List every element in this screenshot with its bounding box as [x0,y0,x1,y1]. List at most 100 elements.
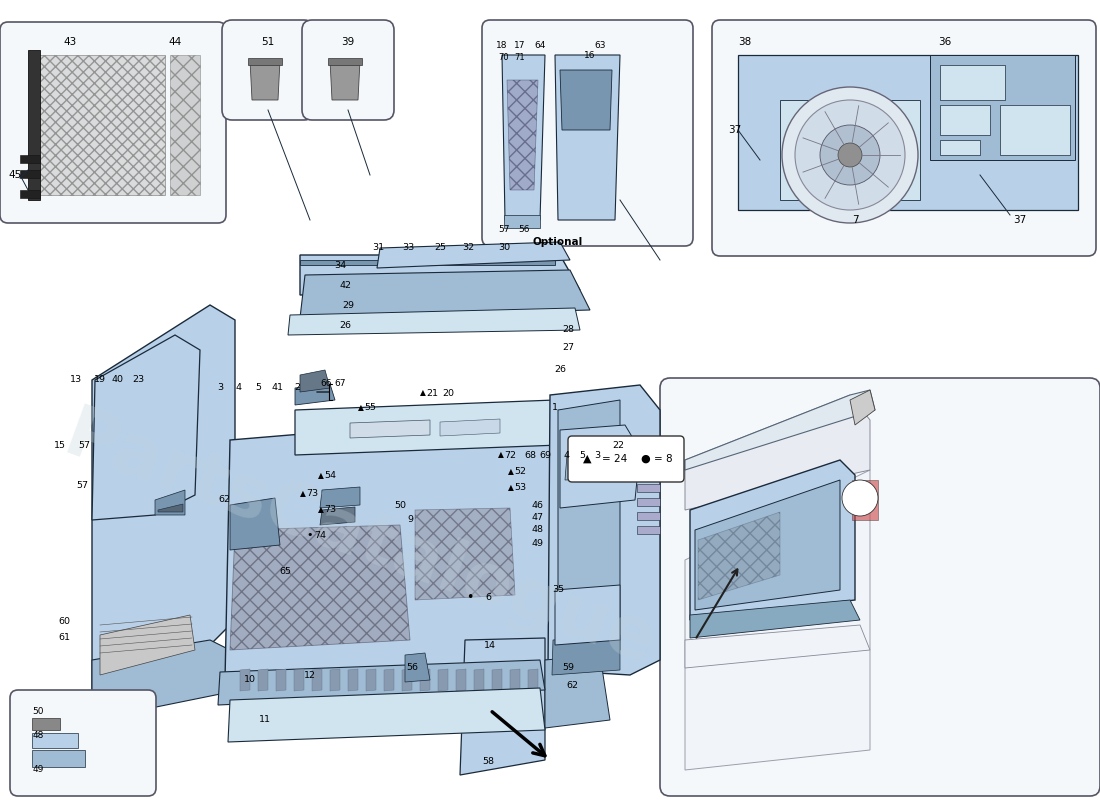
Polygon shape [32,750,85,767]
Text: 43: 43 [64,37,77,47]
Text: 57: 57 [78,441,90,450]
FancyBboxPatch shape [660,378,1100,796]
Polygon shape [504,215,540,228]
Text: 25: 25 [434,243,446,253]
Text: 26: 26 [554,366,566,374]
Polygon shape [637,512,660,520]
Text: 4: 4 [564,450,570,459]
Text: 54: 54 [324,471,336,481]
Text: 20: 20 [442,389,454,398]
Text: 31: 31 [372,243,384,253]
FancyBboxPatch shape [568,436,684,482]
Text: 2: 2 [294,383,300,393]
Text: 19: 19 [94,375,106,385]
Text: 62: 62 [566,681,578,690]
Polygon shape [20,190,40,198]
Polygon shape [780,100,920,200]
Text: 6: 6 [485,594,491,602]
Polygon shape [850,390,875,425]
Text: 36: 36 [938,37,952,47]
Text: 50: 50 [394,501,406,510]
Text: 35: 35 [552,586,564,594]
Polygon shape [92,640,240,720]
Text: •: • [307,530,314,540]
Text: 21: 21 [426,389,438,398]
Polygon shape [438,669,448,691]
Text: 40: 40 [112,375,124,385]
Polygon shape [32,733,78,748]
Circle shape [795,100,905,210]
Polygon shape [415,508,515,600]
Text: 61: 61 [58,634,70,642]
Text: 15: 15 [54,441,66,450]
FancyBboxPatch shape [482,20,693,246]
Polygon shape [637,484,660,492]
Polygon shape [330,60,360,100]
Polygon shape [295,400,560,455]
Text: 57: 57 [498,226,509,234]
Text: = 8: = 8 [653,454,672,464]
Text: 30: 30 [498,243,510,253]
Text: 57: 57 [76,481,88,490]
FancyBboxPatch shape [0,22,226,223]
Text: 69: 69 [539,450,551,459]
Text: 28: 28 [562,326,574,334]
Polygon shape [158,504,183,512]
Text: 66: 66 [320,379,332,389]
Circle shape [820,125,880,185]
Text: 46: 46 [532,501,544,510]
Polygon shape [556,55,620,220]
Text: 44: 44 [168,37,182,47]
Text: ▲: ▲ [318,471,323,481]
FancyBboxPatch shape [712,20,1096,256]
Polygon shape [330,669,340,691]
Text: 39: 39 [341,37,354,47]
Text: 7: 7 [851,215,858,225]
Polygon shape [940,65,1005,100]
Text: 13: 13 [70,375,82,385]
Polygon shape [300,270,590,318]
Polygon shape [695,480,840,610]
Polygon shape [690,600,860,638]
Polygon shape [240,669,250,691]
Text: 16: 16 [584,50,596,59]
Polygon shape [20,155,40,163]
FancyBboxPatch shape [302,20,394,120]
Polygon shape [294,669,304,691]
Polygon shape [552,635,620,675]
Text: 62: 62 [218,495,230,505]
Text: 73: 73 [306,490,318,498]
Circle shape [782,87,918,223]
Text: 4: 4 [235,383,241,393]
Polygon shape [100,615,195,675]
Polygon shape [456,669,466,691]
Circle shape [838,143,862,167]
Polygon shape [930,55,1075,160]
Polygon shape [474,669,484,691]
Text: 37: 37 [1013,215,1026,225]
Polygon shape [328,58,362,65]
Polygon shape [92,305,235,690]
Polygon shape [230,498,280,550]
Polygon shape [565,452,610,480]
Text: ▲: ▲ [583,454,592,464]
Text: 50: 50 [32,707,44,717]
Text: 47: 47 [532,514,544,522]
Polygon shape [548,385,660,675]
Polygon shape [350,420,430,438]
Polygon shape [440,419,500,436]
Text: 38: 38 [738,37,751,47]
Polygon shape [300,370,330,392]
Text: 59: 59 [562,663,574,673]
Polygon shape [377,242,570,268]
Polygon shape [226,415,550,680]
Text: 49: 49 [32,766,44,774]
Polygon shape [295,384,336,405]
Text: 34: 34 [334,261,346,270]
Text: 68: 68 [524,450,536,459]
Text: 51: 51 [262,37,275,47]
Polygon shape [556,585,620,645]
Polygon shape [276,669,286,691]
Text: •: • [466,591,474,605]
Text: 56: 56 [406,663,418,673]
